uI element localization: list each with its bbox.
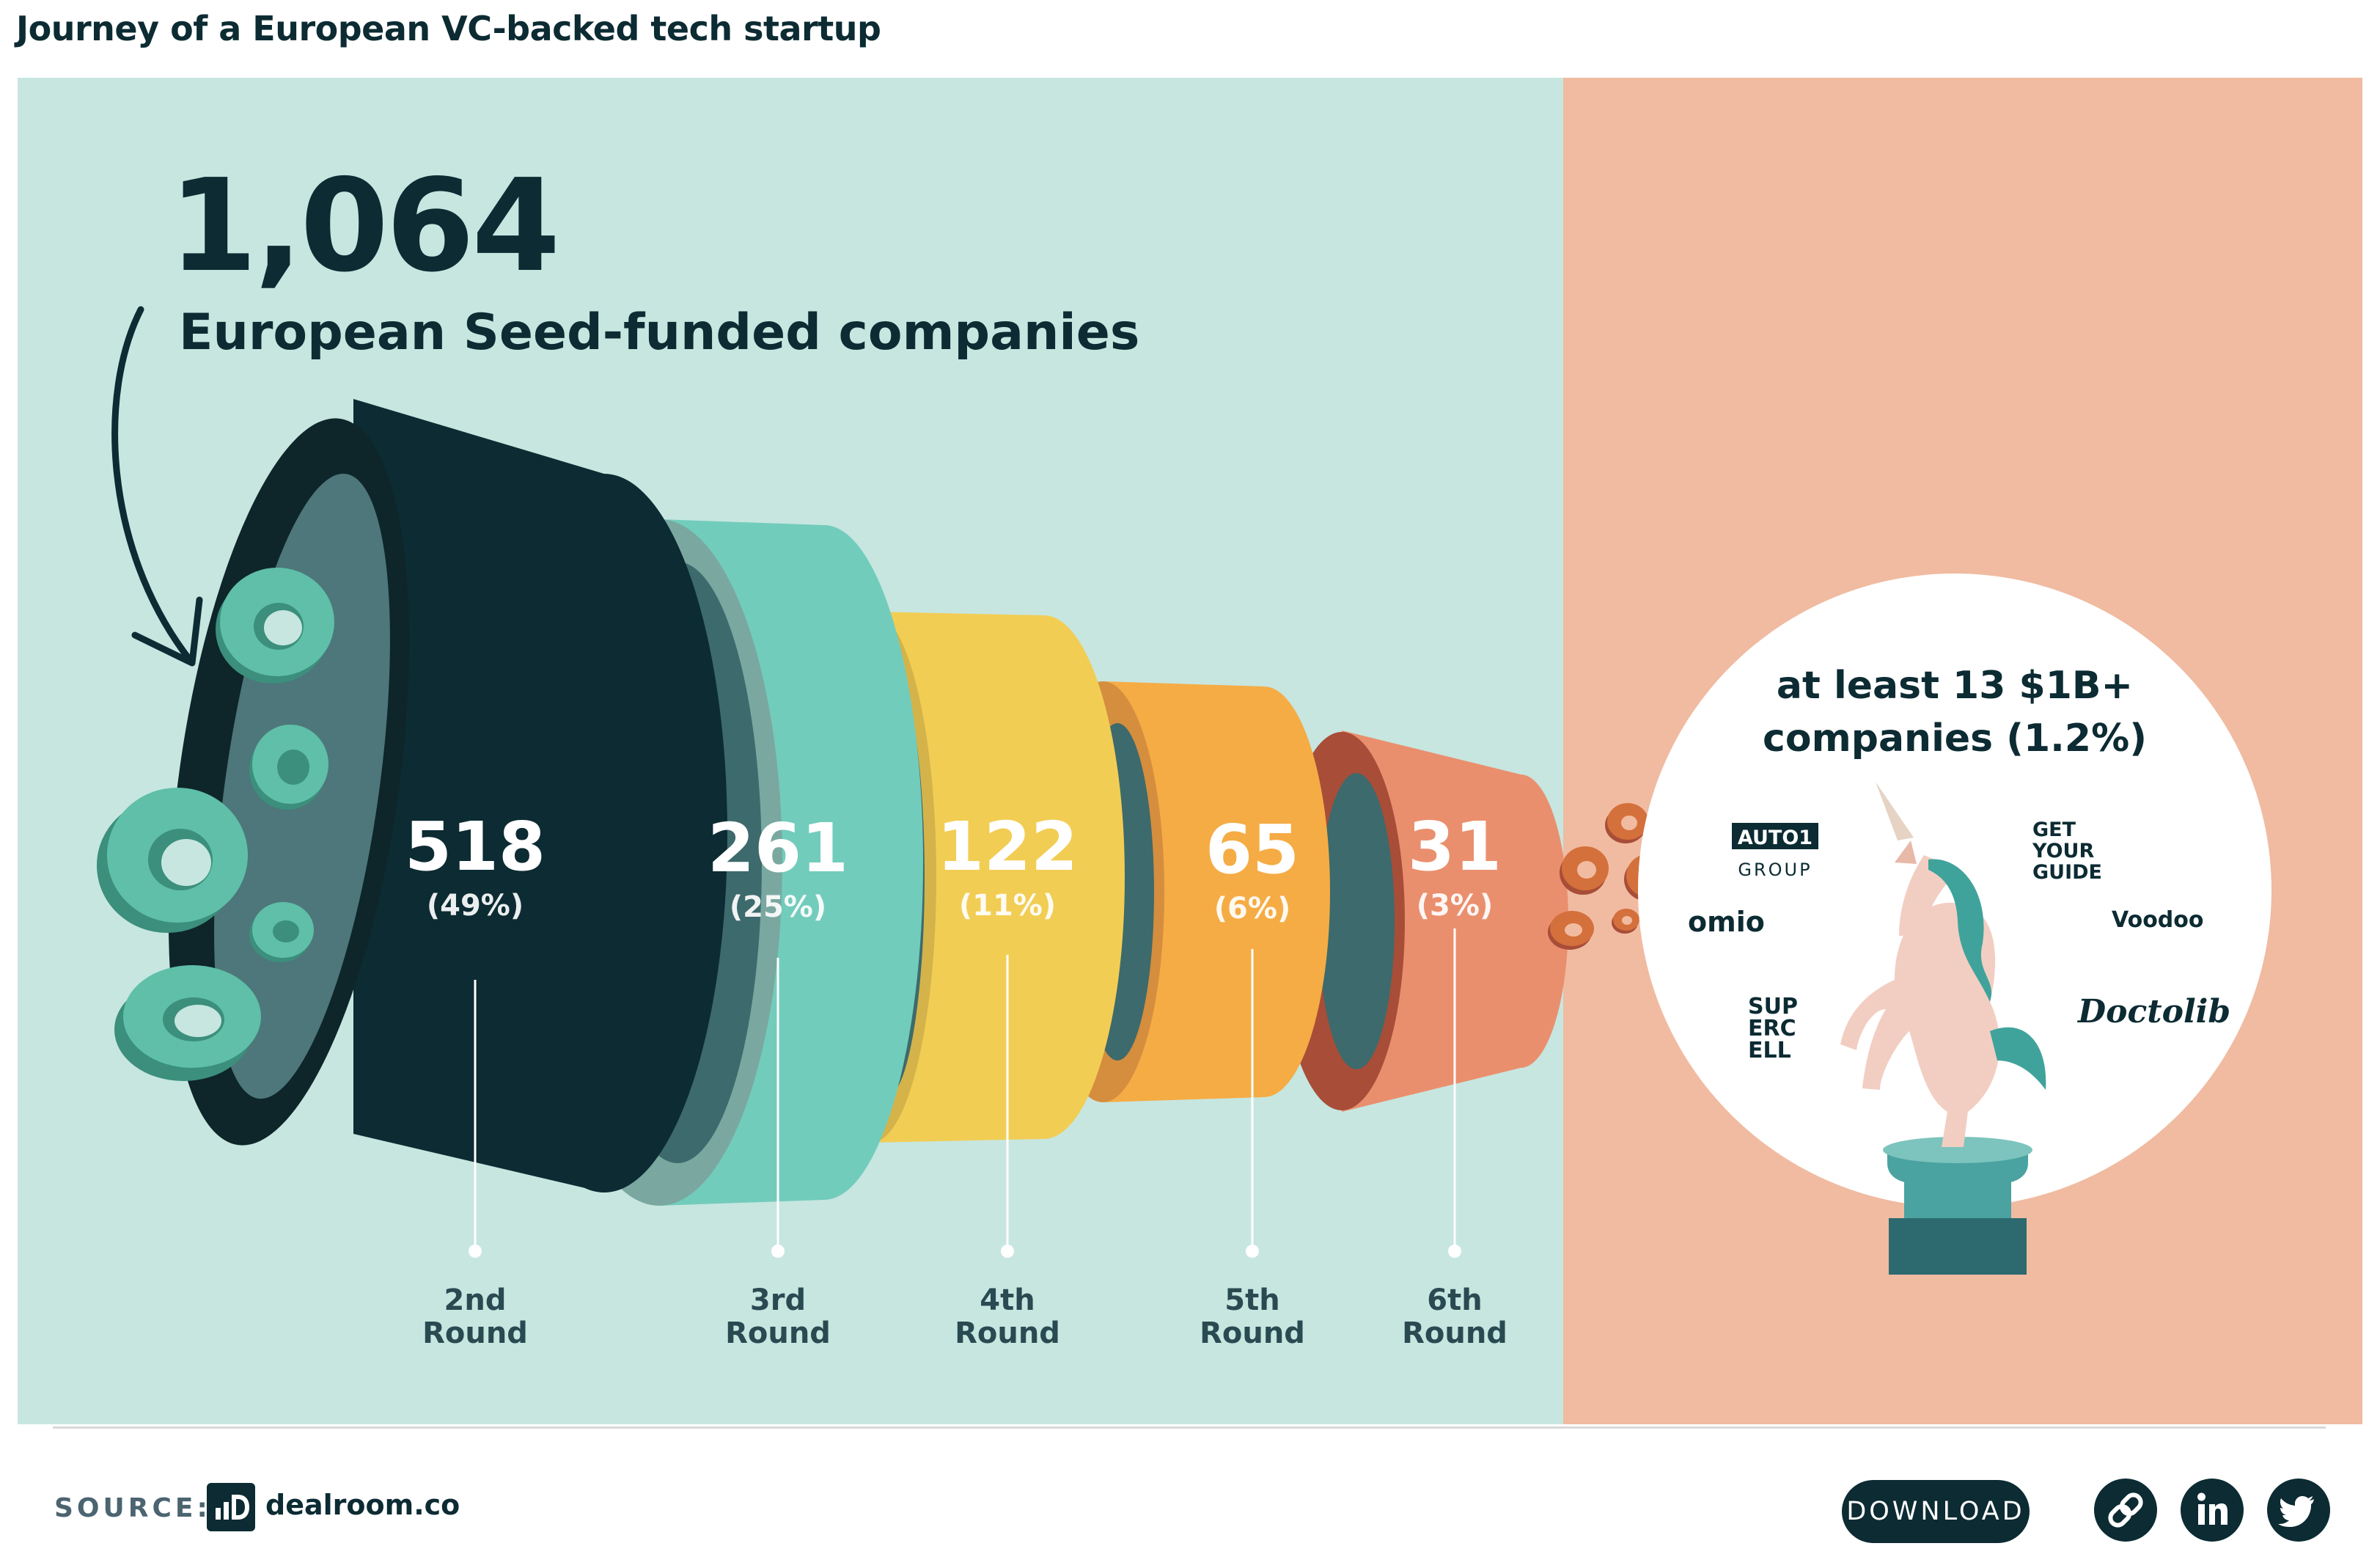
stage-value-label: 261: [708, 809, 848, 887]
headline-number: 1,064: [169, 152, 557, 301]
infographic-canvas: 1,064 European Seed-funded companies: [18, 78, 2362, 1424]
stage-round-label: 3rd: [750, 1283, 806, 1317]
stage-pct-label: (11%): [959, 889, 1056, 923]
funnel-labels: 518(49%)2ndRound261(25%)3rdRound122(11%)…: [405, 807, 1507, 1350]
stage-pct-label: (49%): [427, 889, 524, 923]
stage-round-label: 2nd: [444, 1283, 507, 1317]
share-twitter-button[interactable]: [2267, 1479, 2330, 1542]
gyg-line3: GUIDE: [2032, 861, 2102, 884]
stage-round-label: Round: [725, 1316, 831, 1350]
outcome-line1: at least 13 $1B+: [1777, 664, 2133, 708]
omio-logo: omio: [1688, 906, 1765, 938]
stage-value-label: 518: [405, 807, 546, 886]
supercell-logo: SUP ERC ELL: [1748, 994, 1798, 1063]
arrow-head-icon: [131, 596, 203, 667]
auto1-logo-sub: GROUP: [1738, 860, 1812, 880]
stage-round-label: 4th: [980, 1283, 1035, 1317]
supercell-line1: SUP: [1748, 994, 1798, 1019]
source-label: SOURCE:: [54, 1493, 211, 1523]
stage-guide-dot: [771, 1245, 785, 1258]
twitter-icon: [2278, 1496, 2314, 1527]
stage-guide-dot: [469, 1245, 482, 1258]
stage-round-label: Round: [955, 1316, 1060, 1350]
stage-round-label: Round: [1200, 1316, 1305, 1350]
share-linkedin-button[interactable]: [2181, 1479, 2244, 1542]
auto1-logo-text: AUTO1: [1738, 827, 1812, 849]
stage-round-label: 5th: [1224, 1283, 1279, 1317]
linkedin-icon: [2197, 1492, 2227, 1525]
download-button[interactable]: DOWNLOAD: [1842, 1480, 2030, 1543]
teal-rings-group: [97, 568, 334, 1081]
arrow-icon: [111, 306, 191, 661]
supercell-line2: ERC: [1748, 1016, 1796, 1041]
link-icon: [2108, 1492, 2143, 1528]
page-title: Journey of a European VC-backed tech sta…: [16, 9, 881, 48]
unicorn-illustration: [1840, 782, 2046, 1275]
stage-guide-dot: [1246, 1245, 1259, 1258]
stage-value-label: 31: [1408, 807, 1502, 886]
doctolib-logo: Doctolib: [2076, 993, 2230, 1030]
stage-guide-dot: [1001, 1245, 1014, 1258]
voodoo-logo: Voodoo: [2112, 907, 2204, 933]
stage-pct-label: (25%): [730, 890, 826, 924]
gyg-line1: GET: [2032, 818, 2076, 841]
footer-divider: [53, 1426, 2326, 1429]
stage-round-label: 6th: [1427, 1283, 1482, 1317]
stage-round-label: Round: [1402, 1316, 1507, 1350]
source-name[interactable]: dealroom.co: [265, 1489, 460, 1521]
headline-label: European Seed-funded companies: [179, 304, 1139, 362]
stage-pct-label: (6%): [1214, 892, 1290, 926]
stage-value-label: 122: [937, 807, 1078, 886]
stage-guide-dot: [1448, 1245, 1461, 1258]
share-link-button[interactable]: [2094, 1479, 2157, 1542]
stage-value-label: 65: [1205, 810, 1299, 889]
getyourguide-logo: GET YOUR GUIDE: [2032, 818, 2102, 884]
stage-pct-label: (3%): [1417, 889, 1493, 923]
outcome-line2: companies (1.2%): [1763, 717, 2147, 761]
auto1-logo: AUTO1 GROUP: [1732, 823, 1818, 880]
stage-round-label: Round: [422, 1316, 528, 1350]
dealroom-logo-icon: [207, 1483, 255, 1531]
supercell-line3: ELL: [1748, 1038, 1791, 1063]
gyg-line2: YOUR: [2032, 840, 2094, 862]
